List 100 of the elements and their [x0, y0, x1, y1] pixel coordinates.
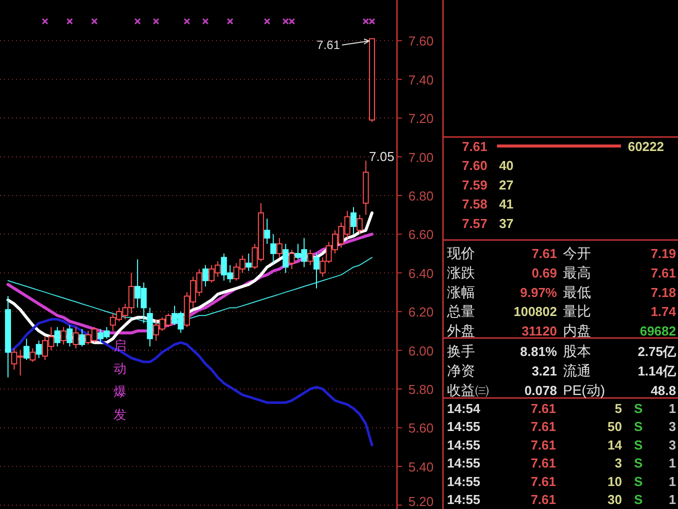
- text: 48.8: [650, 382, 676, 398]
- line-series: [6, 318, 374, 446]
- text: 7.61: [530, 456, 556, 471]
- text: 3: [668, 437, 676, 452]
- text: 7.61: [530, 419, 556, 434]
- text: 14: [608, 437, 623, 452]
- candlestick: [202, 264, 208, 287]
- text: 69682: [640, 324, 676, 339]
- text: 涨跌: [447, 264, 475, 280]
- candlestick: [5, 296, 11, 378]
- text: 50: [608, 419, 622, 434]
- text: 14:55: [447, 492, 480, 507]
- text: 0.078: [524, 382, 557, 398]
- text: 1: [668, 492, 676, 507]
- text: 7.19: [650, 246, 676, 261]
- y-tick-label: 7.60: [408, 34, 434, 49]
- text: 1.14亿: [638, 363, 677, 378]
- data-label: 41: [499, 196, 514, 212]
- candlestick: [36, 340, 42, 359]
- text: S: [634, 401, 643, 416]
- text: 流通: [563, 362, 591, 378]
- text: 最低: [563, 284, 591, 300]
- text: 14:55: [447, 456, 480, 471]
- data-label: 27: [499, 177, 514, 192]
- text: 量比: [563, 303, 591, 320]
- text: 7.18: [650, 284, 676, 300]
- data-label: 40: [499, 158, 514, 174]
- y-tick-label: 7.59: [462, 177, 488, 192]
- data-label: 60222: [628, 139, 664, 154]
- text: 31120: [522, 324, 557, 339]
- text: 1: [668, 401, 676, 416]
- text: 股本: [563, 343, 591, 359]
- candlestick: [313, 253, 320, 289]
- y-tick-label: 5.40: [408, 459, 434, 474]
- y-tick-label: 6.00: [408, 343, 434, 358]
- text: 外盘: [447, 322, 475, 339]
- candlestick: [54, 326, 60, 347]
- text: 9.97%: [520, 284, 558, 300]
- y-tick-label: 6.60: [408, 227, 434, 242]
- text: 今开: [563, 245, 591, 261]
- text: 8.81%: [520, 344, 558, 359]
- candlestick: [264, 218, 270, 244]
- text: 10: [608, 474, 622, 489]
- text: 现价: [447, 245, 475, 261]
- text: 涨幅: [447, 284, 475, 300]
- text: 最高: [563, 264, 591, 280]
- text: 1: [668, 474, 676, 489]
- text: 内盘: [563, 322, 591, 339]
- data-label: 37: [499, 216, 514, 231]
- y-tick-label: 6.40: [408, 266, 434, 281]
- text: 2.75亿: [638, 344, 677, 359]
- text: S: [634, 492, 643, 507]
- text: 14:55: [447, 474, 480, 489]
- annotation: 7.61: [316, 38, 340, 52]
- text: 7.61: [650, 265, 676, 280]
- candlestick: [270, 234, 276, 264]
- text: S: [634, 456, 643, 471]
- y-tick-label: 5.60: [408, 420, 434, 436]
- y-tick-label: 7.58: [462, 196, 488, 212]
- text: 总量: [446, 303, 475, 320]
- candlestick: [362, 160, 369, 216]
- text: 30: [608, 492, 622, 507]
- text: 收益㈢: [447, 382, 489, 398]
- candlestick: [246, 253, 252, 272]
- text: S: [634, 419, 643, 434]
- text: 14:54: [447, 401, 482, 416]
- text: 14:55: [447, 437, 480, 452]
- y-tick-label: 5.20: [408, 494, 434, 509]
- annotation: 启动爆发: [114, 338, 126, 422]
- text: 0.69: [532, 265, 557, 280]
- text: PE(动): [563, 382, 605, 398]
- y-tick-label: 7.61: [462, 139, 488, 154]
- text: S: [634, 474, 643, 489]
- y-tick-label: 5.80: [408, 382, 434, 398]
- text: 7.61: [532, 246, 557, 261]
- text: 7.61: [530, 401, 556, 416]
- candlestick: [276, 238, 282, 258]
- text: 换手: [447, 343, 475, 359]
- y-tick-label: 7.57: [462, 216, 488, 231]
- text: 7.61: [530, 437, 556, 452]
- text: 1.74: [650, 304, 677, 320]
- text: 1: [668, 456, 676, 471]
- candlestick: [288, 249, 295, 270]
- text: 7.61: [530, 492, 556, 507]
- y-tick-label: 7.00: [408, 150, 434, 165]
- text: 5: [614, 401, 622, 416]
- text: 3: [614, 456, 622, 471]
- text: 3.21: [532, 363, 557, 378]
- text: 净资: [447, 362, 475, 378]
- candlestick: [60, 326, 67, 345]
- y-tick-label: 7.40: [408, 72, 434, 88]
- annotation: 7.05: [369, 149, 394, 164]
- y-tick-label: 6.80: [408, 188, 434, 204]
- text: 7.61: [530, 474, 556, 489]
- text: 3: [668, 419, 676, 434]
- text: S: [634, 437, 643, 452]
- candlestick: [66, 324, 73, 347]
- y-tick-label: 7.60: [462, 158, 488, 174]
- bar: [497, 144, 621, 148]
- text: 14:55: [447, 419, 480, 434]
